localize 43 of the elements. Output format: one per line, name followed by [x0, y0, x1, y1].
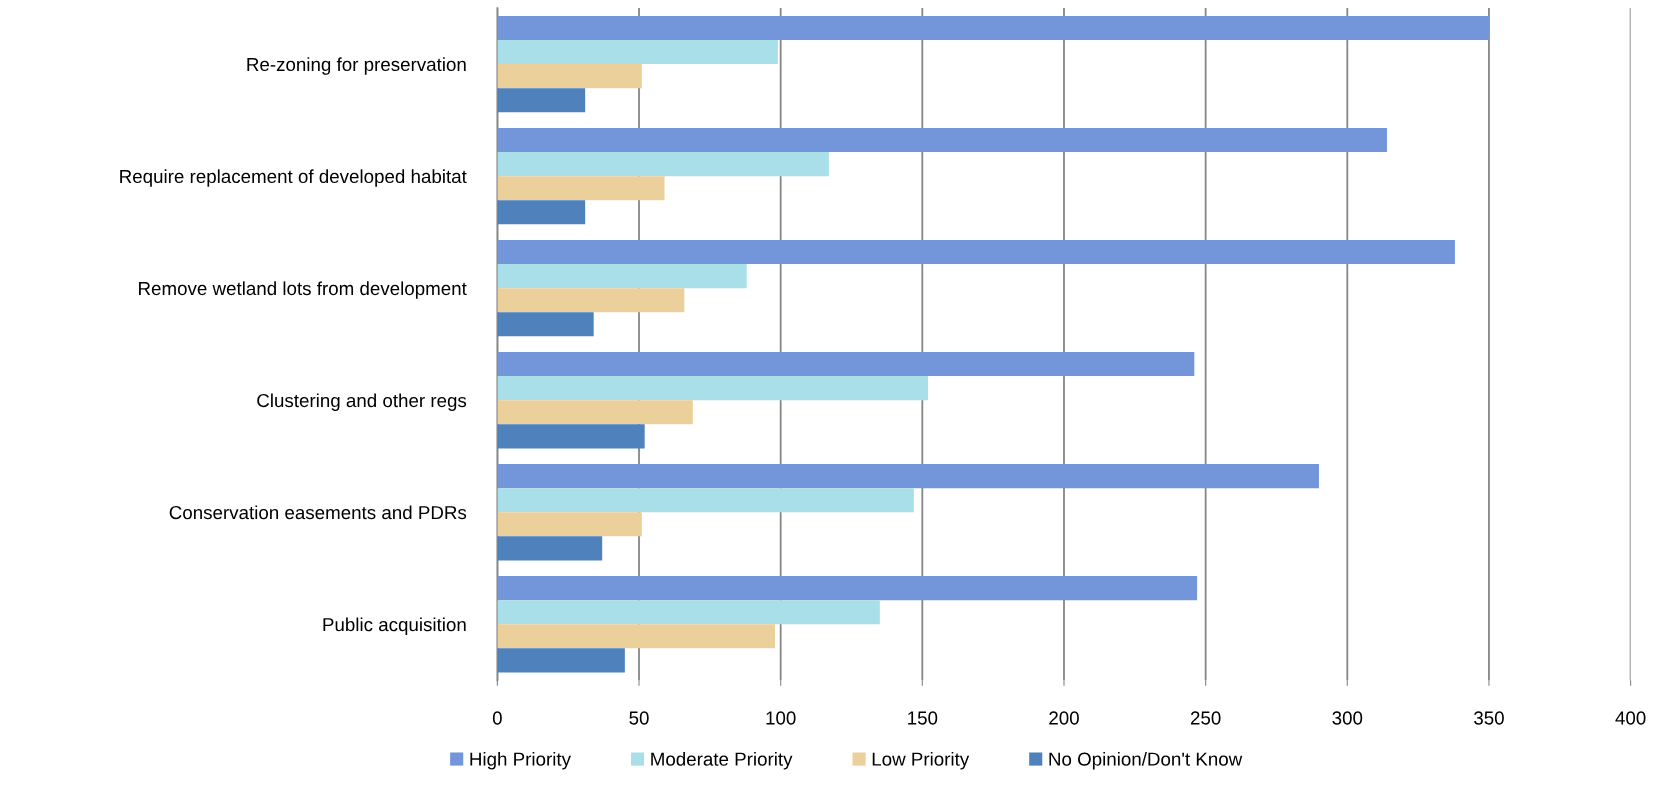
bar [497, 127, 1387, 153]
x-tick-label: 0 [492, 711, 502, 725]
bar [497, 376, 928, 401]
bar [497, 512, 642, 537]
bar [497, 576, 1198, 601]
bar [497, 40, 778, 65]
bar [497, 400, 693, 425]
bar [497, 64, 642, 89]
y-tick-label: Clustering and other regs [257, 393, 467, 411]
legend-label: Low Priority [872, 752, 970, 770]
bar [497, 600, 880, 625]
bar [497, 239, 1455, 265]
bar [497, 264, 747, 289]
x-tick-label: 50 [629, 711, 649, 725]
x-tick-label: 250 [1190, 711, 1221, 725]
bar [497, 424, 645, 449]
bar [497, 15, 1489, 40]
x-tick-label: 200 [1049, 711, 1079, 725]
bar [497, 152, 829, 177]
legend-label: High Priority [470, 752, 571, 770]
y-tick-label: Re-zoning for preservation [247, 57, 466, 75]
bar [497, 200, 586, 225]
bar [497, 352, 1195, 377]
bar [497, 648, 625, 673]
bar [497, 176, 665, 201]
legend-label: No Opinion/Don't Know [1049, 752, 1243, 770]
legend-label: Moderate Priority [651, 752, 793, 770]
x-tick-label: 300 [1332, 711, 1363, 725]
y-tick-label: Public acquisition [323, 617, 466, 635]
y-tick-label: Require replacement of developed habitat [120, 169, 467, 187]
y-tick-label: Conservation easements and PDRs [169, 505, 467, 520]
x-tick-label: 150 [908, 711, 938, 725]
bar [497, 312, 594, 337]
bar [497, 624, 776, 649]
bar [497, 88, 586, 113]
bar [497, 536, 603, 561]
x-tick-label: 100 [766, 711, 796, 725]
bar [497, 464, 1319, 489]
x-tick-label: 350 [1474, 711, 1504, 725]
x-tick-label: 400 [1615, 711, 1646, 725]
y-tick-label: Remove wetland lots from development [139, 281, 467, 299]
bar [497, 488, 914, 513]
bar [497, 288, 685, 313]
